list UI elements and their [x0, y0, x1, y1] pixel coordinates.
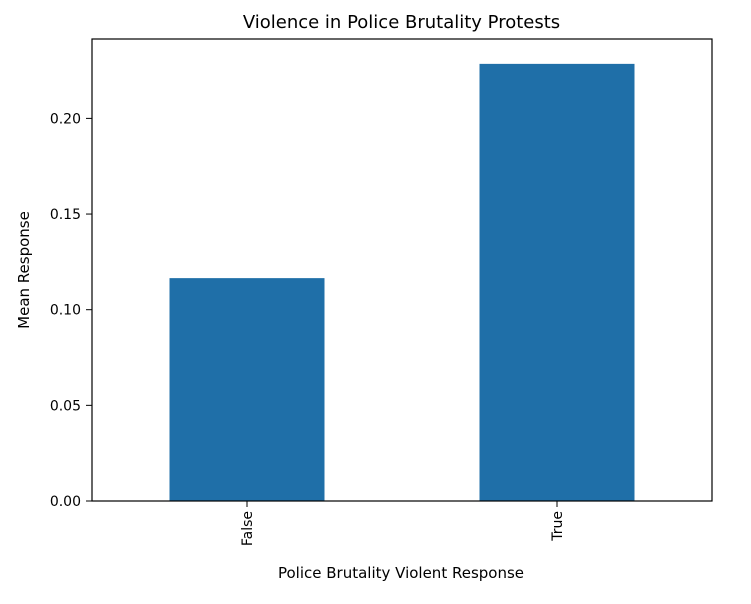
- x-tick-label: True: [550, 511, 566, 542]
- chart-title: Violence in Police Brutality Protests: [243, 12, 560, 33]
- x-axis-ticks: False True: [240, 501, 566, 546]
- plot-frame: [91, 38, 713, 502]
- y-tick-label: 0.10: [50, 303, 81, 319]
- bar-true: [479, 63, 635, 501]
- y-tick-label: 0.20: [50, 111, 81, 127]
- y-tick-label: 0.05: [50, 398, 81, 414]
- y-axis-ticks: 0.00 0.05 0.10 0.15 0.20: [50, 111, 92, 510]
- y-tick-label: 0.15: [50, 207, 81, 223]
- x-axis-label: Police Brutality Violent Response: [278, 564, 524, 582]
- y-axis-label: Mean Response: [15, 211, 33, 329]
- bar-false: [169, 278, 325, 501]
- bars-group: [169, 63, 635, 501]
- y-tick-label: 0.00: [50, 494, 81, 510]
- x-tick-label: False: [240, 511, 256, 546]
